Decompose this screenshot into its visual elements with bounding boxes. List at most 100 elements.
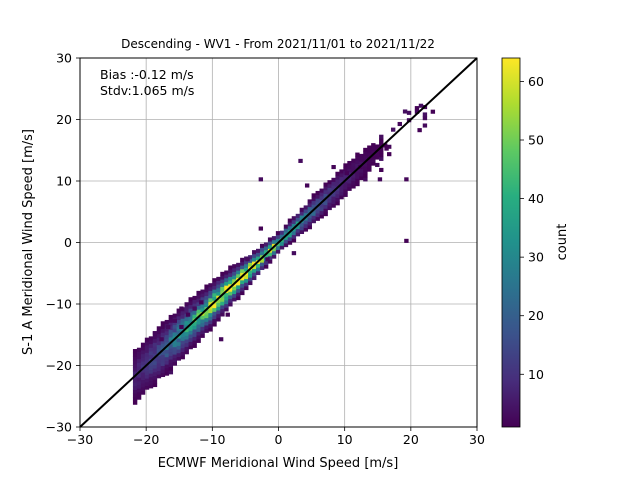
histogram-bin (335, 175, 340, 180)
histogram-bin (208, 305, 213, 310)
histogram-bin (315, 194, 320, 199)
histogram-bin (160, 365, 166, 370)
histogram-bin (228, 265, 233, 270)
histogram-bin (287, 218, 293, 223)
histogram-bin (204, 302, 209, 308)
histogram-bin (216, 310, 221, 315)
histogram-bin (303, 227, 309, 232)
histogram-bin (176, 341, 181, 346)
histogram-bin (136, 391, 142, 397)
histogram-bin (164, 356, 170, 361)
histogram-bin (168, 355, 174, 360)
histogram-bin (252, 275, 257, 281)
histogram-bin (144, 374, 150, 379)
histogram-bin (339, 191, 344, 196)
histogram-bin (263, 249, 269, 254)
histogram-bin (200, 307, 205, 313)
histogram-bin (351, 184, 356, 189)
histogram-bin (188, 297, 193, 302)
histogram-bin (152, 375, 158, 380)
histogram-bin (132, 367, 138, 372)
histogram-bin (148, 362, 154, 367)
histogram-bin (160, 369, 166, 374)
histogram-bin (311, 196, 316, 202)
histogram-bin (327, 191, 332, 196)
histogram-bin (379, 156, 384, 161)
histogram-bin (259, 247, 265, 252)
histogram-bin (256, 270, 261, 276)
histogram-bin (168, 351, 174, 356)
histogram-bin (279, 245, 285, 250)
histogram-bin (216, 298, 221, 304)
histogram-bin (212, 285, 217, 290)
histogram-bin (136, 380, 142, 385)
histogram-bin (355, 178, 360, 183)
histogram-bin (319, 207, 324, 212)
histogram-bin (327, 180, 332, 185)
histogram-bin (224, 307, 229, 312)
histogram-bin (263, 253, 269, 258)
histogram-bin (236, 262, 241, 267)
histogram-bin (208, 327, 213, 332)
histogram-bin (176, 308, 181, 313)
histogram-bin (216, 317, 221, 322)
histogram-bin (335, 179, 340, 184)
histogram-bin (196, 320, 201, 325)
histogram-bin (220, 282, 225, 287)
histogram-bin (240, 261, 245, 266)
x-tick-label: 10 (337, 432, 353, 447)
histogram-bin (172, 361, 178, 366)
histogram-bin (319, 210, 324, 215)
histogram-bin (232, 293, 237, 298)
histogram-bin (311, 204, 316, 209)
histogram-bin (248, 269, 253, 274)
histogram-bin (180, 322, 185, 327)
histogram-bin (291, 223, 297, 228)
plot-area (79, 57, 478, 428)
histogram-bin (299, 207, 305, 212)
histogram-bin (228, 276, 233, 281)
histogram-bin (319, 214, 324, 219)
colorbar-tick-label: 10 (528, 367, 544, 382)
histogram-bin (200, 319, 205, 324)
histogram-bin (216, 280, 221, 285)
histogram-bin (160, 361, 166, 366)
histogram-bin (307, 203, 312, 208)
histogram-bin (176, 356, 181, 361)
histogram-bin (224, 274, 229, 279)
histogram-bin (168, 322, 174, 327)
histogram-bin (343, 167, 348, 172)
histogram-bin (148, 373, 154, 378)
histogram-bin (315, 198, 320, 203)
histogram-bin (327, 198, 332, 203)
histogram-bin (192, 299, 197, 304)
histogram-bin (212, 304, 217, 309)
histogram-bin (232, 286, 237, 291)
histogram-bin (212, 315, 217, 320)
histogram-bin (132, 349, 138, 354)
histogram-bin (185, 312, 191, 317)
histogram-bin (184, 342, 189, 347)
histogram-bin (371, 154, 376, 159)
histogram-bin (323, 182, 328, 187)
histogram-bin (275, 249, 281, 254)
histogram-bin (225, 312, 230, 317)
histogram-bin (176, 349, 181, 354)
histogram-bin (160, 372, 166, 378)
histogram-bin (172, 339, 178, 344)
histogram-bin (204, 314, 209, 319)
histogram-bin (271, 239, 277, 244)
histogram-bin (323, 200, 328, 206)
histogram-bin (422, 116, 428, 121)
histogram-bin (164, 367, 170, 373)
histogram-bin (355, 159, 360, 165)
histogram-bin (184, 335, 189, 340)
histogram-bin (192, 306, 197, 311)
histogram-bin (180, 336, 185, 341)
histogram-bin (263, 264, 269, 269)
histogram-bin (168, 325, 174, 331)
histogram-bin (160, 350, 166, 355)
histogram-bin (299, 211, 305, 216)
histogram-bin (375, 155, 380, 160)
histogram-bin (148, 384, 154, 389)
